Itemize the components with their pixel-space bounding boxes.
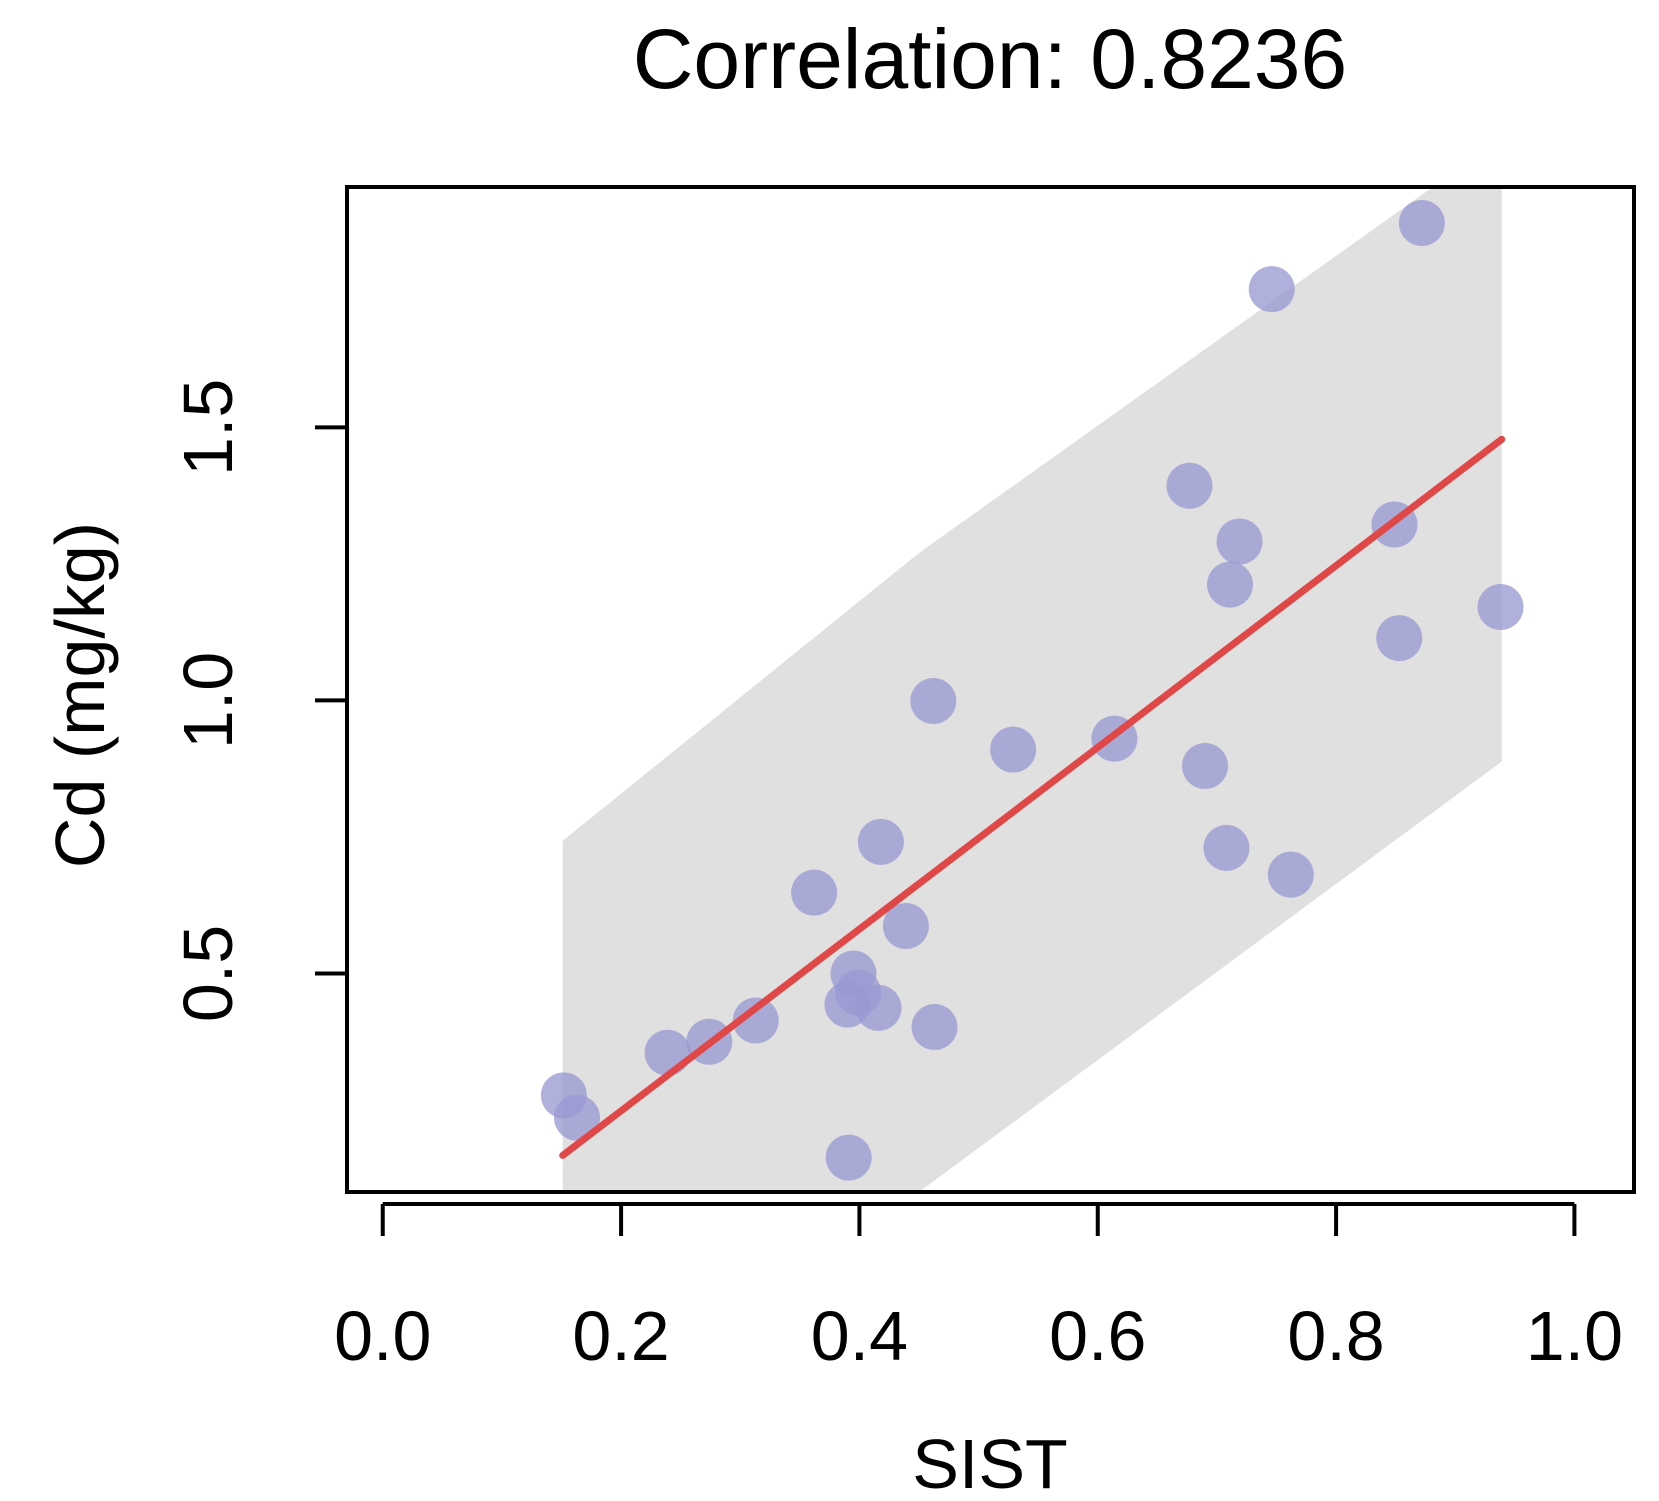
y-axis: 0.5 1.0 1.5 [169,379,347,1022]
x-tick-label: 0.6 [1049,1297,1146,1375]
data-point [1267,851,1314,898]
data-point [553,1094,600,1141]
y-tick-label: 1.0 [169,652,247,749]
x-axis-label: SIST [912,1425,1068,1501]
data-point [990,726,1037,773]
data-point [1477,584,1524,631]
data-point [732,997,779,1044]
data-point [855,984,902,1031]
x-tick-label: 0.4 [811,1297,908,1375]
regression-line [559,435,1506,1159]
x-axis: 0.0 0.2 0.4 0.6 0.8 1.0 [334,1202,1623,1375]
y-axis-label: Cd (mg/kg) [41,522,119,868]
y-tick-label: 0.5 [169,925,247,1022]
data-point [791,869,838,916]
data-point [825,1134,872,1181]
data-point [1166,462,1213,509]
x-tick-label: 0.0 [334,1297,431,1375]
data-point [644,1029,691,1076]
x-tick-label: 0.8 [1287,1297,1384,1375]
plot-area [540,187,1524,1192]
prediction-band [562,187,1502,1192]
chart-title: Correlation: 0.8236 [633,12,1347,106]
data-point [857,818,904,865]
data-point [1376,615,1423,662]
data-point [1182,742,1228,789]
data-point [1248,266,1295,313]
data-point [882,903,929,950]
x-tick-label: 1.0 [1526,1297,1623,1375]
x-tick-label: 0.2 [572,1297,669,1375]
plot-frame [345,185,1636,1194]
data-point [911,1004,958,1051]
data-point [1207,561,1254,608]
y-tick-label: 1.5 [169,379,247,476]
data-point [1398,200,1445,247]
data-point [910,677,957,724]
data-point [1216,518,1263,565]
data-point [1203,824,1250,871]
